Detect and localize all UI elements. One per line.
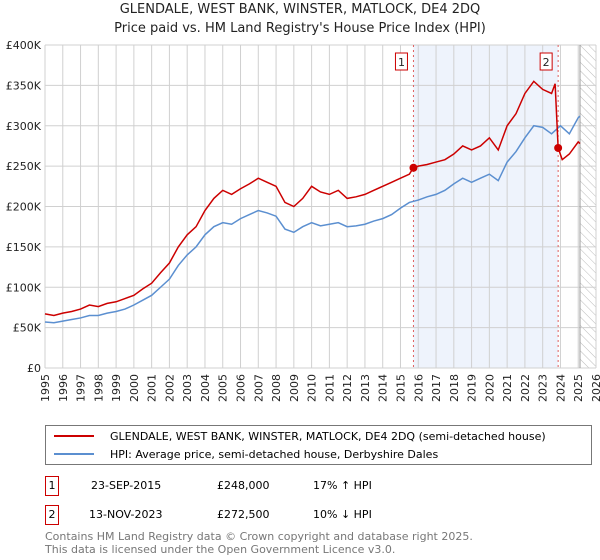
chart-subtitle: Price paid vs. HM Land Registry's House … <box>114 21 486 36</box>
x-tick-label: 2013 <box>359 374 372 402</box>
legend-swatch <box>54 435 94 437</box>
x-tick-label: 2014 <box>377 374 390 402</box>
legend-swatch <box>54 453 94 455</box>
annotation-box <box>539 52 553 71</box>
transaction-price: £272,500 <box>217 508 270 521</box>
x-tick-label: 2010 <box>306 374 319 402</box>
legend-label: HPI: Average price, semi-detached house,… <box>110 447 439 461</box>
x-tick-label: 1996 <box>57 374 70 402</box>
x-tick-label: 2015 <box>394 374 407 402</box>
transaction-date: 13-NOV-2023 <box>89 508 163 521</box>
x-tick-label: 1999 <box>110 374 123 402</box>
legend-label: GLENDALE, WEST BANK, WINSTER, MATLOCK, D… <box>110 429 546 443</box>
transaction-hpi: 17% ↑ HPI <box>313 479 372 492</box>
x-tick-label: 2003 <box>181 374 194 402</box>
y-tick-label: £150K <box>6 241 42 254</box>
x-tick-label: 2022 <box>519 374 532 402</box>
transaction-date: 23-SEP-2015 <box>91 479 162 492</box>
sale-point <box>409 163 418 172</box>
sale-point <box>554 143 563 152</box>
transaction-hpi: 10% ↓ HPI <box>313 508 372 521</box>
x-tick-label: 2016 <box>412 374 425 402</box>
transaction-price: £248,000 <box>217 479 270 492</box>
x-tick-label: 2017 <box>430 374 443 402</box>
x-tick-label: 2011 <box>323 374 336 402</box>
annotation-label: 1 <box>398 56 405 69</box>
x-tick-label: 1997 <box>75 374 88 402</box>
x-tick-label: 2000 <box>128 374 141 402</box>
x-tick-label: 2006 <box>235 374 248 402</box>
transaction-marker: 2 <box>45 505 59 525</box>
x-tick-label: 2002 <box>163 374 176 402</box>
x-tick-label: 1998 <box>92 374 105 402</box>
property-price-line <box>44 80 581 317</box>
chart-title: GLENDALE, WEST BANK, WINSTER, MATLOCK, D… <box>119 2 481 17</box>
footer-line: Contains HM Land Registry data © Crown c… <box>45 530 473 543</box>
x-tick-label: 2024 <box>554 374 567 402</box>
annotation-box <box>394 52 408 71</box>
x-tick-label: 2008 <box>270 374 283 402</box>
x-tick-label: 2005 <box>217 374 230 402</box>
annotation-label: 2 <box>543 56 550 69</box>
y-tick-label: £200K <box>6 201 42 214</box>
x-tick-label: 2004 <box>199 374 212 402</box>
footer-line: This data is licensed under the Open Gov… <box>45 543 396 556</box>
footer: Contains HM Land Registry data © Crown c… <box>45 530 473 556</box>
y-tick-label: £50K <box>13 322 42 335</box>
chart-svg: 1995 1996 1997 1998 1999 2000 2001 2002 2003 2004… <box>6 39 600 402</box>
y-tick-label: £0 <box>27 362 41 375</box>
x-tick-label: 2021 <box>501 374 514 402</box>
y-tick-label: £400K <box>6 39 42 52</box>
x-tick-label: 2009 <box>288 374 301 402</box>
x-tick-label: 2012 <box>341 374 354 402</box>
x-tick-label: 2018 <box>448 374 461 402</box>
x-tick-label: 2023 <box>537 374 550 402</box>
legend-item-property: GLENDALE, WEST BANK, WINSTER, MATLOCK, D… <box>54 428 546 444</box>
x-tick-label: 2019 <box>466 374 479 402</box>
hpi-line <box>44 115 581 324</box>
transaction-marker: 1 <box>45 476 59 496</box>
y-tick-label: £100K <box>6 281 42 294</box>
legend-item-hpi: HPI: Average price, semi-detached house,… <box>54 446 438 462</box>
y-tick-label: £300K <box>6 120 42 133</box>
x-tick-label: 2007 <box>252 374 265 402</box>
y-tick-label: £350K <box>6 79 42 92</box>
y-tick-label: £250K <box>6 160 42 173</box>
x-tick-label: 2026 <box>590 374 600 402</box>
x-tick-label: 1995 <box>39 374 52 402</box>
x-tick-label: 2025 <box>572 374 585 402</box>
x-tick-label: 2001 <box>146 374 159 402</box>
x-tick-label: 2020 <box>483 374 496 402</box>
legend: GLENDALE, WEST BANK, WINSTER, MATLOCK, D… <box>45 425 592 465</box>
